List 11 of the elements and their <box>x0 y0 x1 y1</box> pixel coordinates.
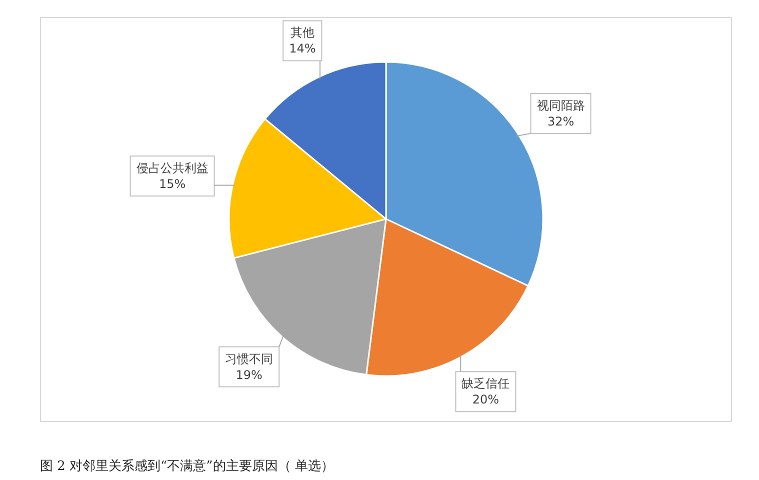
slice-label: 视同陌路 <box>536 98 585 112</box>
slice-label: 缺乏信任 <box>462 376 510 391</box>
data-label: 15% <box>158 177 186 192</box>
slice-label: 其他 <box>290 26 314 40</box>
data-label: 19% <box>236 368 262 382</box>
caption: 图 2 对邻里关系感到“不满意”的主要原因（ 单选） <box>40 458 334 474</box>
data-label: 14% <box>289 42 316 56</box>
slice-label: 习惯不同 <box>225 352 274 366</box>
slice-label: 侵占公共利益 <box>136 161 208 176</box>
data-label: 20% <box>472 392 500 407</box>
data-label: 32% <box>547 114 574 128</box>
